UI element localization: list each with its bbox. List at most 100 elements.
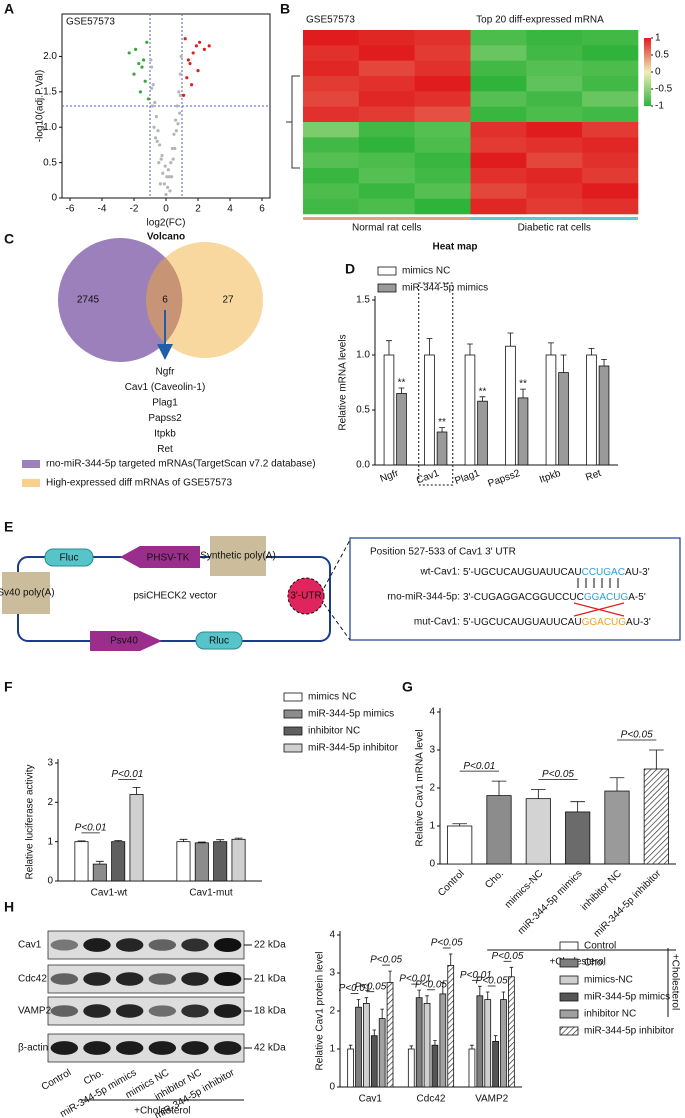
cholesterol-label: +Cholesterol <box>134 1106 190 1117</box>
y-axis-label: Relative Cav1 protein level <box>315 952 326 1071</box>
annotation: P<0.01 <box>399 974 431 985</box>
x-tick-label: -2 <box>130 204 139 215</box>
point <box>186 58 190 62</box>
bar <box>347 1048 354 1088</box>
bar <box>484 999 492 1088</box>
panel-letter: E <box>4 519 13 535</box>
venn-count: 2745 <box>77 295 100 306</box>
bar <box>386 982 394 1088</box>
heat-cell <box>358 152 415 169</box>
point <box>127 51 131 55</box>
heat-cell <box>582 198 639 215</box>
annotation: P<0.05 <box>491 951 523 962</box>
bar <box>355 1006 362 1088</box>
legend-label: mimics NC <box>308 692 356 703</box>
heat-cell <box>526 45 583 61</box>
sequence: 5'-UGCUCAUGUAUUCAUGGACUGAU-3' <box>463 617 651 628</box>
point <box>169 161 173 165</box>
error-bar <box>197 841 206 843</box>
annotation: ** <box>519 379 527 390</box>
phsv-arrow <box>120 546 200 568</box>
bar <box>378 1018 386 1088</box>
legend-swatch <box>559 1026 579 1036</box>
bar <box>424 354 435 466</box>
legend-swatch <box>22 479 40 487</box>
chart-title: GSE57573 <box>66 17 115 28</box>
heat-cell <box>582 76 639 92</box>
heat-cell <box>526 60 583 77</box>
legend-label: miR-344-5p mimics <box>584 992 670 1003</box>
bar <box>396 393 407 466</box>
panel-letter: D <box>345 261 355 277</box>
psv40-arrow <box>90 631 162 651</box>
legend-label: miR-344-5p mimics <box>402 283 488 294</box>
venn-count: 27 <box>222 295 234 306</box>
x-tick-label: Ngfr <box>379 468 401 485</box>
lane-label: Control <box>40 1067 73 1093</box>
legend-swatch <box>283 726 303 736</box>
heat-cell <box>414 183 471 199</box>
point <box>154 136 158 140</box>
point <box>170 146 174 151</box>
bar <box>447 825 473 865</box>
bar <box>500 999 507 1088</box>
y-tick-label: 3 <box>329 968 335 979</box>
mismatch-x <box>573 602 625 617</box>
annotation: P<0.05 <box>431 938 463 949</box>
venn-overlap <box>145 257 183 343</box>
sequence-part: 5'-UGCUCAUGUAUUCAU <box>463 617 582 628</box>
heat-cell <box>358 91 415 107</box>
y-tick-label: 1.0 <box>43 122 57 133</box>
point <box>178 72 182 76</box>
sequence-part: GGACUG <box>582 617 627 628</box>
y-tick-label: 0 <box>47 876 53 887</box>
heat-cell <box>582 30 639 46</box>
annotation: ** <box>398 378 406 389</box>
point <box>164 192 168 197</box>
heat-cell <box>358 30 415 46</box>
gene: Ret <box>157 444 173 455</box>
blot-row-label: VAMP2 <box>18 1006 52 1017</box>
point <box>138 90 142 94</box>
bar <box>598 365 610 466</box>
rluc-label: Rluc <box>209 636 229 647</box>
point <box>182 93 186 97</box>
heat-cell <box>303 122 360 138</box>
venn-left <box>58 238 182 362</box>
y-tick-label: 0.0 <box>356 460 370 471</box>
error-bar <box>433 1040 437 1046</box>
fluc-label: Fluc <box>60 553 79 564</box>
blot-band <box>181 1004 209 1018</box>
y-tick-label: 0 <box>329 1082 335 1093</box>
x-tick-label: Cav1-wt <box>91 888 128 899</box>
heat-cell <box>358 76 415 92</box>
x-tick-label: Plag1 <box>453 468 481 487</box>
legend-label: inhibitor NC <box>308 726 360 737</box>
point <box>163 164 167 168</box>
point <box>176 122 180 126</box>
point <box>183 37 187 41</box>
rluc-box <box>195 631 243 650</box>
point <box>191 51 195 55</box>
legend-swatch <box>22 460 40 468</box>
annotation: P<0.01 <box>111 769 143 780</box>
blot-size: 21 kDa <box>254 974 286 985</box>
x-tick-label: -4 <box>98 204 107 215</box>
error-bar <box>372 1029 377 1036</box>
blot-band <box>83 1004 111 1018</box>
sequence-label: wt-Cav1: <box>420 567 460 578</box>
error-bar <box>588 348 595 355</box>
blot-band <box>50 1005 79 1017</box>
error-bar <box>531 789 546 799</box>
blot-band <box>50 939 79 951</box>
point <box>188 61 192 66</box>
sequence-box <box>349 537 681 641</box>
legend-swatch <box>559 975 579 985</box>
point <box>151 83 155 87</box>
y-tick-label: 4 <box>329 930 335 941</box>
blot-band <box>115 938 144 952</box>
error-bar <box>388 970 392 983</box>
point <box>154 115 158 119</box>
bar <box>508 976 515 1088</box>
point <box>198 40 202 44</box>
